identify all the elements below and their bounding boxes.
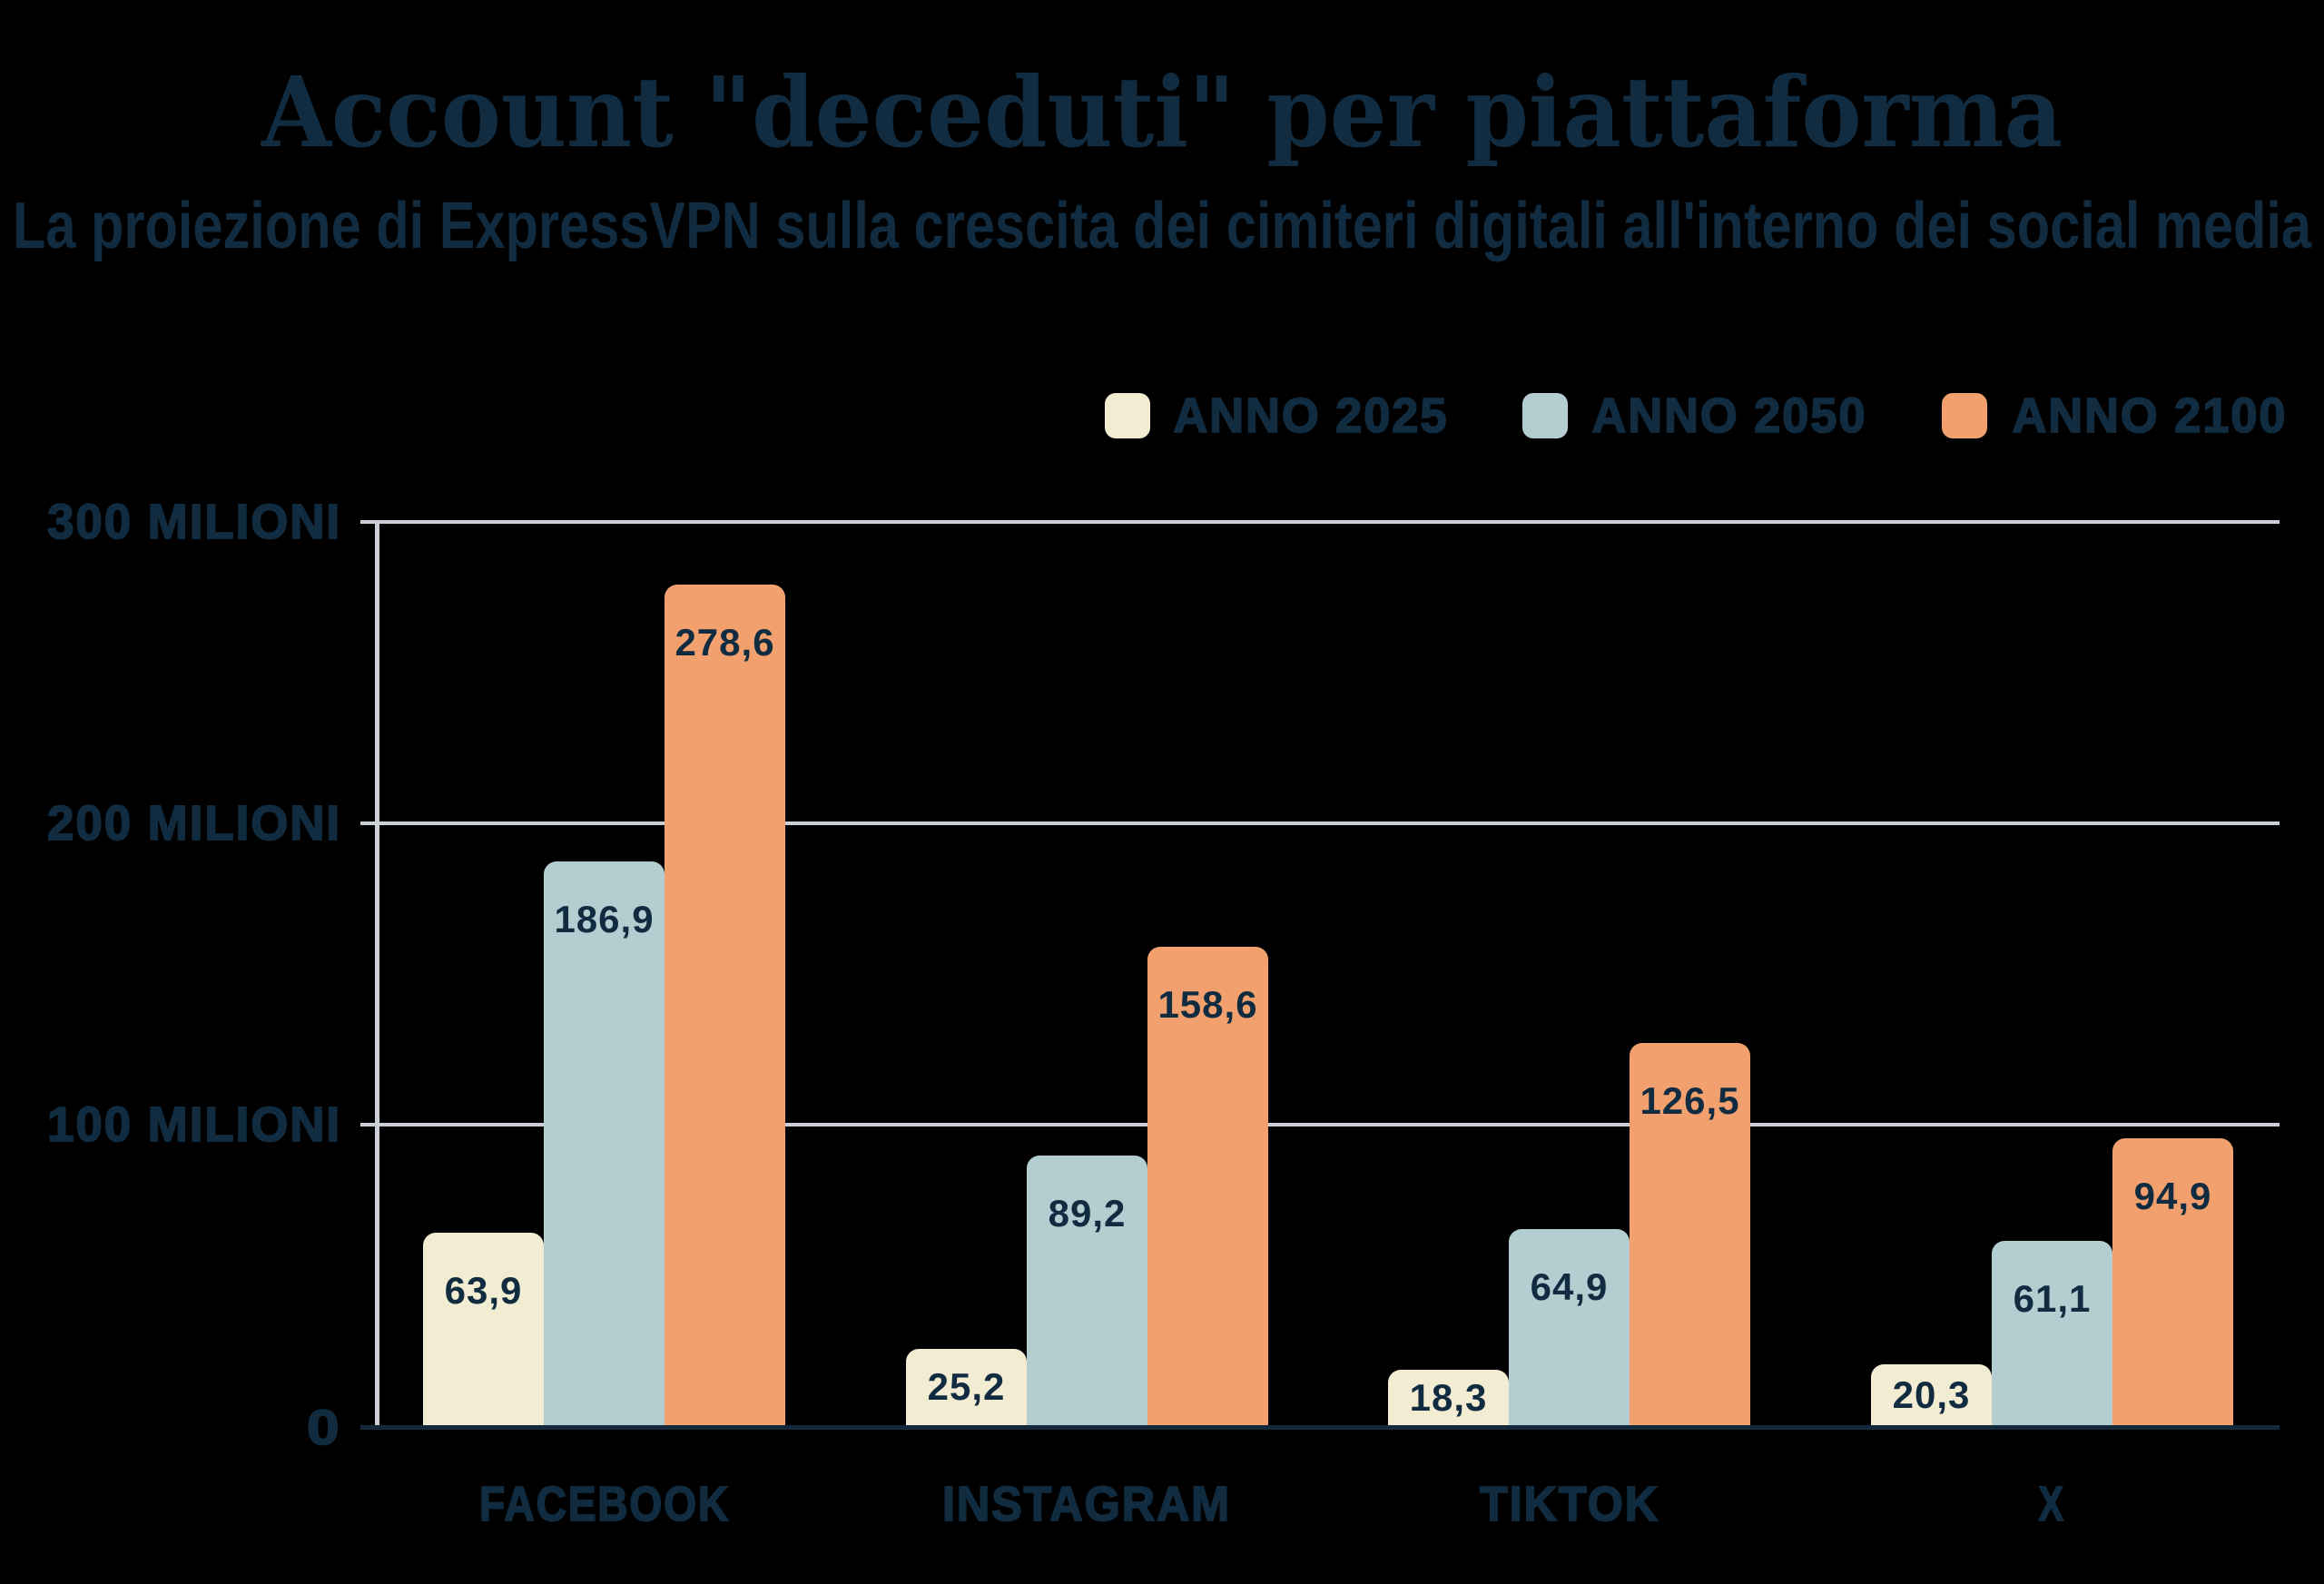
bar-facebook-anno-2100: 278,6 — [665, 585, 785, 1425]
legend-label: ANNO 2100 — [2011, 389, 2288, 443]
chart-subtitle: La proiezione di ExpressVPN sulla cresci… — [12, 190, 2312, 262]
gridline-200 — [360, 822, 2280, 825]
x-category-label: TIKTOK — [1479, 1477, 1659, 1531]
chart-title: Account "deceduti" per piattaforma — [261, 56, 2063, 170]
bar-value-label: 158,6 — [1157, 983, 1258, 1026]
legend-swatch-anno-2050 — [1521, 393, 1568, 438]
y-tick-label: 100 MILIONI — [46, 1097, 341, 1152]
x-category-label: FACEBOOK — [478, 1477, 730, 1531]
bar-tiktok-anno-2050: 64,9 — [1509, 1229, 1630, 1425]
bar-value-label: 20,3 — [1892, 1372, 1971, 1416]
bar-x-anno-2050: 61,1 — [1992, 1241, 2112, 1425]
y-tick-label: 200 MILIONI — [46, 796, 341, 851]
legend-swatch-anno-2100 — [1942, 393, 1988, 438]
bar-facebook-anno-2025: 63,9 — [423, 1233, 544, 1425]
bar-x-anno-2025: 20,3 — [1871, 1364, 1992, 1425]
bar-value-label: 186,9 — [554, 898, 655, 940]
y-tick-label: 300 MILIONI — [46, 495, 341, 549]
bar-value-label: 61,1 — [2013, 1277, 2092, 1320]
bar-value-label: 278,6 — [675, 621, 775, 664]
bar-value-label: 89,2 — [1048, 1192, 1127, 1235]
bar-value-label: 64,9 — [1530, 1265, 1609, 1308]
bar-value-label: 63,9 — [444, 1269, 523, 1312]
bar-value-label: 18,3 — [1409, 1375, 1488, 1419]
bar-instagram-anno-2025: 25,2 — [906, 1349, 1027, 1425]
legend-label: ANNO 2025 — [1172, 389, 1449, 443]
bar-value-label: 126,5 — [1640, 1079, 1740, 1122]
bar-value-label: 94,9 — [2133, 1175, 2212, 1217]
bar-value-label: 25,2 — [927, 1365, 1006, 1408]
bar-instagram-anno-2100: 158,6 — [1147, 947, 1268, 1425]
bar-tiktok-anno-2025: 18,3 — [1388, 1370, 1509, 1425]
x-axis-line — [360, 1425, 2280, 1430]
bar-facebook-anno-2050: 186,9 — [544, 861, 665, 1425]
gridline-300 — [360, 520, 2280, 524]
x-category-label: INSTAGRAM — [941, 1477, 1232, 1531]
legend-label: ANNO 2050 — [1591, 389, 1867, 443]
x-category-label: X — [2038, 1477, 2065, 1531]
bar-instagram-anno-2050: 89,2 — [1027, 1156, 1147, 1425]
gridline-100 — [360, 1123, 2280, 1127]
y-axis-line — [375, 520, 379, 1427]
bar-x-anno-2100: 94,9 — [2112, 1138, 2233, 1425]
y-tick-label: 0 — [306, 1400, 341, 1455]
bar-tiktok-anno-2100: 126,5 — [1630, 1043, 1750, 1425]
legend-swatch-anno-2025 — [1104, 393, 1150, 438]
